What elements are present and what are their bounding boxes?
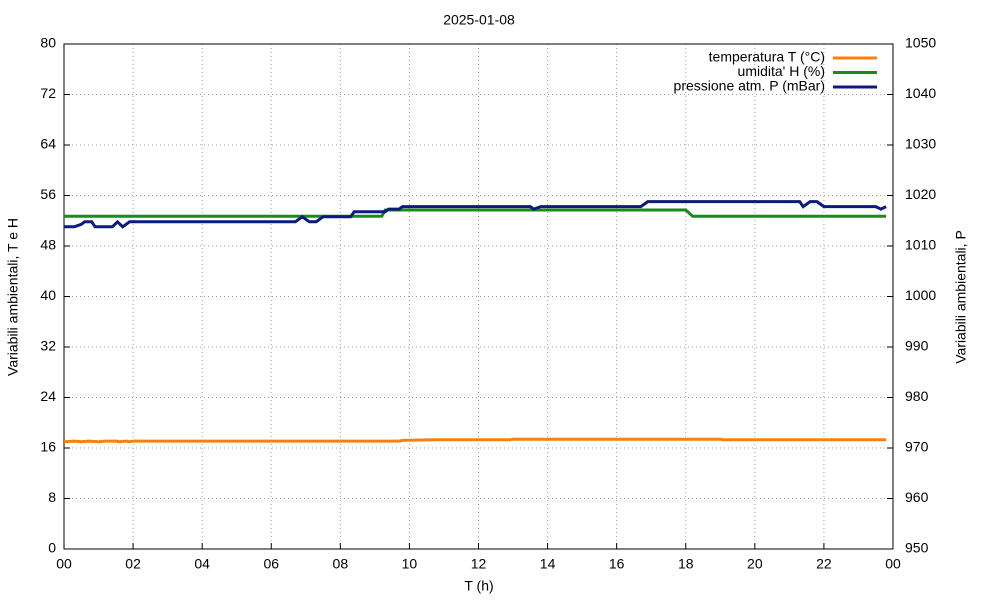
- y2-tick-label: 980: [905, 388, 929, 404]
- y-tick-label: 56: [40, 186, 56, 202]
- y-tick-label: 0: [48, 540, 56, 556]
- x-tick-label: 08: [333, 556, 349, 572]
- x-tick-label: 20: [747, 556, 763, 572]
- x-tick-label: 04: [194, 556, 210, 572]
- y2-tick-label: 1040: [905, 85, 936, 101]
- plot-frame: [63, 43, 894, 550]
- y-tick-label: 40: [40, 287, 56, 303]
- series-line: [63, 437, 887, 444]
- x-tick-label: 00: [56, 556, 72, 572]
- y-tick-label: 16: [40, 439, 56, 455]
- y2-tick-label: 1020: [905, 186, 936, 202]
- y2-tick-label: 1030: [905, 136, 936, 152]
- legend-label: pressione atm. P (mBar): [674, 78, 825, 94]
- x-axis-label: T (h): [464, 578, 493, 594]
- y2-tick-label: 970: [905, 439, 929, 455]
- y-tick-label: 24: [40, 388, 56, 404]
- legend-label: umidita' H (%): [738, 63, 825, 79]
- y-tick-label: 80: [40, 35, 56, 51]
- y2-tick-label: 950: [905, 540, 929, 556]
- y-tick-label: 32: [40, 338, 56, 354]
- y2-tick-label: 990: [905, 338, 929, 354]
- y2-tick-label: 960: [905, 489, 929, 505]
- chart-title: 2025-01-08: [443, 12, 515, 28]
- y2-tick-label: 1000: [905, 287, 936, 303]
- x-tick-label: 00: [885, 556, 901, 572]
- series-line: [64, 200, 887, 229]
- x-tick-label: 10: [402, 556, 418, 572]
- x-tick-label: 06: [263, 556, 279, 572]
- y-axis-label: Variabili ambientali, T e H: [5, 218, 21, 376]
- x-tick-label: 22: [816, 556, 832, 572]
- y2-axis-label: Variabili ambientali, P: [953, 230, 969, 364]
- x-tick-label: 14: [540, 556, 556, 572]
- y-tick-label: 72: [40, 85, 56, 101]
- x-tick-label: 02: [125, 556, 141, 572]
- y2-tick-label: 1050: [905, 35, 936, 51]
- x-tick-label: 18: [678, 556, 694, 572]
- legend-label: temperatura T (°C): [709, 49, 825, 65]
- x-tick-label: 12: [471, 556, 487, 572]
- x-tick-label: 16: [609, 556, 625, 572]
- y2-tick-label: 1010: [905, 237, 936, 253]
- y-tick-label: 64: [40, 136, 56, 152]
- y-tick-label: 8: [48, 489, 56, 505]
- y-tick-label: 48: [40, 237, 56, 253]
